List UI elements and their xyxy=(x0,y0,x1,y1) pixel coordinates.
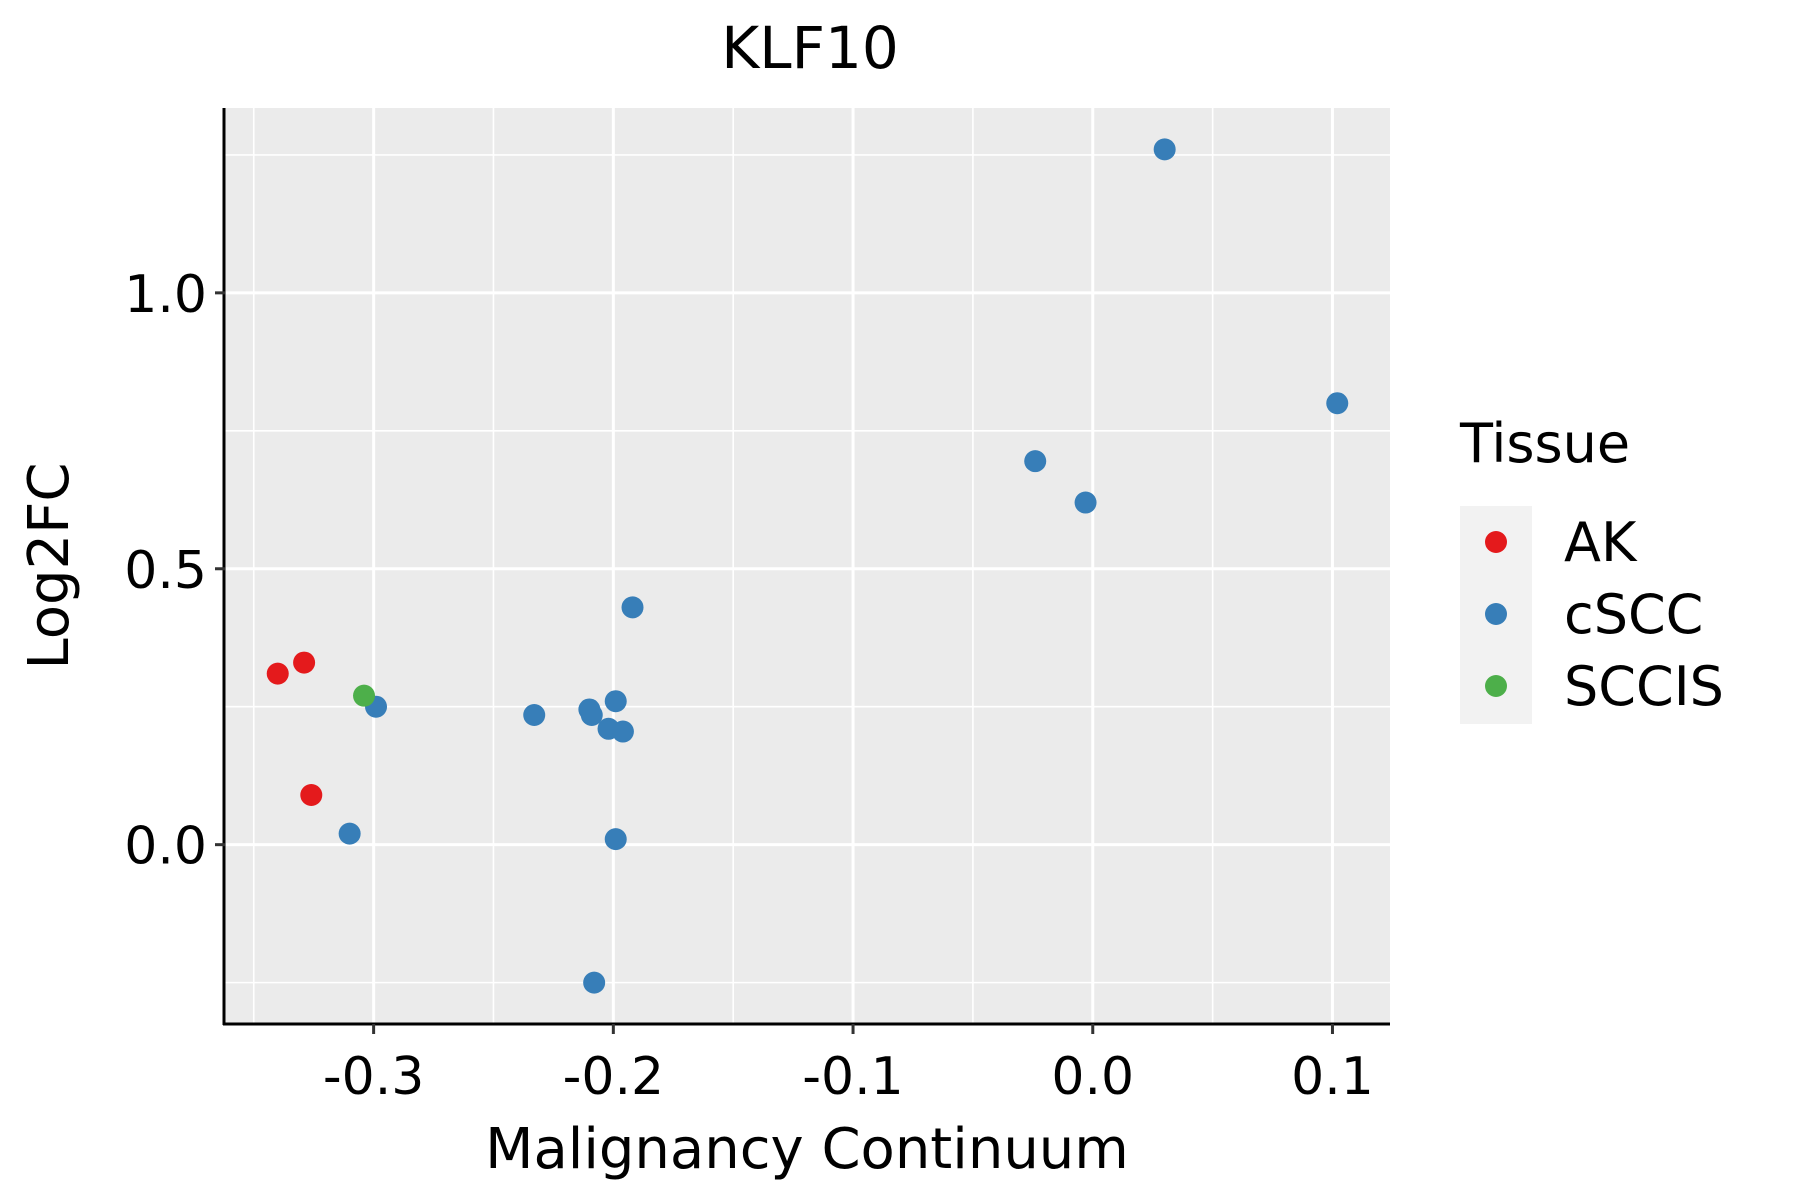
point-ak xyxy=(293,651,316,674)
x-axis-title: Malignancy Continuum xyxy=(485,1117,1129,1182)
legend-key-cscc xyxy=(1485,603,1507,625)
minor-gridlines xyxy=(225,108,1390,1024)
y-axis-title: Log2FC xyxy=(17,463,82,670)
legend: AK cSCC SCCIS xyxy=(1485,511,1724,718)
y-tick-label: 0.5 xyxy=(124,541,207,601)
point-cscc xyxy=(523,703,546,726)
y-axis-ticks: 0.0 0.5 1.0 xyxy=(124,265,225,877)
major-gridlines xyxy=(225,108,1390,1024)
point-cscc xyxy=(1024,450,1047,473)
legend-key-sccis xyxy=(1485,675,1507,697)
point-cscc xyxy=(621,596,644,619)
point-cscc xyxy=(611,720,634,743)
point-cscc xyxy=(580,703,603,726)
point-ak xyxy=(300,784,323,806)
chart-title: KLF10 xyxy=(721,14,899,82)
x-tick-label: -0.1 xyxy=(802,1047,903,1107)
y-tick-label: 0.0 xyxy=(124,817,207,877)
x-tick-label: -0.2 xyxy=(563,1047,664,1107)
x-axis-ticks: -0.3 -0.2 -0.1 0.0 0.1 xyxy=(323,1024,1374,1107)
y-tick-label: 1.0 xyxy=(124,265,207,325)
point-cscc xyxy=(604,690,627,713)
plot-panel xyxy=(225,108,1390,1024)
legend-label-sccis: SCCIS xyxy=(1564,655,1724,718)
point-cscc xyxy=(1326,392,1349,415)
legend-label-ak: AK xyxy=(1564,511,1638,574)
x-tick-label: 0.1 xyxy=(1291,1047,1374,1107)
legend-key-ak xyxy=(1485,531,1507,553)
point-ak xyxy=(266,662,289,685)
data-points xyxy=(266,138,1349,994)
point-sccis xyxy=(353,684,376,707)
x-tick-label: -0.3 xyxy=(323,1047,424,1107)
x-tick-label: 0.0 xyxy=(1051,1047,1134,1107)
point-cscc xyxy=(604,828,627,851)
point-cscc xyxy=(338,822,361,845)
point-cscc xyxy=(1074,491,1097,514)
point-cscc xyxy=(1153,138,1176,161)
legend-label-cscc: cSCC xyxy=(1564,583,1703,646)
point-cscc xyxy=(583,971,606,994)
legend-title: Tissue xyxy=(1459,412,1630,475)
